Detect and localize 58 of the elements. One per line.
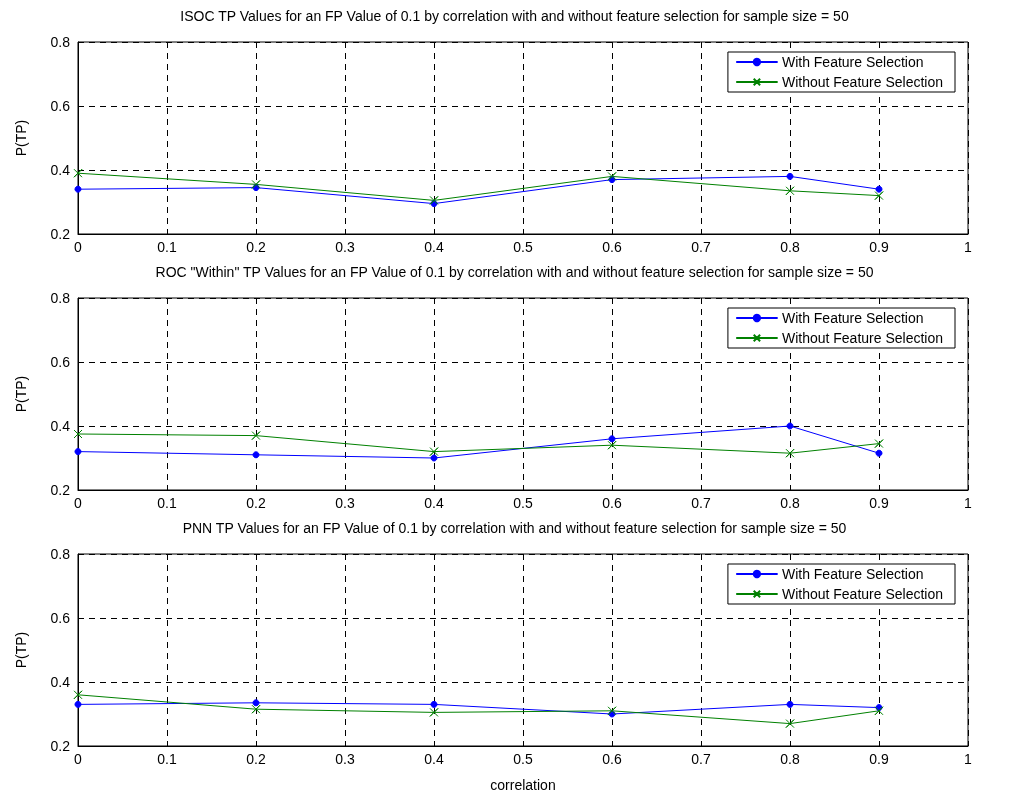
x-tick-label: 0.7 [691, 239, 711, 255]
y-tick-label: 0.6 [50, 98, 71, 114]
y-axis-title: P(TP) [13, 375, 29, 413]
x-tick-label: 0.4 [424, 239, 444, 255]
x-tick-label: 0 [74, 751, 83, 767]
x-tick-label: 0.5 [513, 495, 533, 511]
x-tick-label: 0.7 [691, 751, 711, 767]
x-tick-label: 0.6 [602, 495, 622, 511]
x-tick-label: 0.9 [869, 495, 889, 511]
legend-label: Without Feature Selection [781, 74, 944, 90]
x-tick-label: 0.6 [602, 239, 622, 255]
x-tick-label: 0.4 [424, 751, 444, 767]
y-tick-label: 0.4 [50, 418, 71, 434]
legend-label: Without Feature Selection [781, 586, 944, 602]
x-tick-label: 0.3 [335, 751, 355, 767]
legend-label: With Feature Selection [781, 566, 924, 582]
x-tick-label: 0.8 [780, 751, 800, 767]
x-tick-label: 0.2 [246, 239, 266, 255]
x-tick-label: 0.7 [691, 495, 711, 511]
x-tick-label: 0.9 [869, 239, 889, 255]
x-tick-label: 0.3 [335, 495, 355, 511]
chart-title: ROC "Within" TP Values for an FP Value of 0.1 by correlation with and without feature selection for sample size = 50 [155, 264, 874, 280]
x-tick-label: 1 [964, 495, 973, 511]
y-tick-label: 0.6 [50, 610, 71, 626]
x-tick-label: 0.5 [513, 239, 533, 255]
y-axis-title: P(TP) [13, 631, 29, 669]
x-tick-label: 0.1 [157, 751, 177, 767]
x-tick-label: 0 [74, 495, 83, 511]
x-tick-label: 0.4 [424, 495, 444, 511]
x-tick-label: 0.3 [335, 239, 355, 255]
x-axis-title: correlation [490, 777, 556, 793]
x-tick-label: 0 [74, 239, 83, 255]
legend-label: Without Feature Selection [781, 330, 944, 346]
y-axis-title: P(TP) [13, 119, 29, 157]
y-tick-label: 0.6 [50, 354, 71, 370]
x-tick-label: 0.6 [602, 751, 622, 767]
y-tick-label: 0.2 [50, 226, 71, 242]
y-tick-label: 0.8 [50, 290, 71, 306]
x-tick-label: 0.5 [513, 751, 533, 767]
x-tick-label: 0.8 [780, 495, 800, 511]
x-tick-label: 0.1 [157, 239, 177, 255]
y-tick-label: 0.8 [50, 546, 71, 562]
x-tick-label: 1 [964, 751, 973, 767]
x-tick-label: 1 [964, 239, 973, 255]
y-tick-label: 0.2 [50, 482, 71, 498]
chart-title: PNN TP Values for an FP Value of 0.1 by correlation with and without feature selection for sample size = 50 [182, 520, 847, 536]
x-tick-label: 0.8 [780, 239, 800, 255]
x-tick-label: 0.9 [869, 751, 889, 767]
legend-label: With Feature Selection [781, 310, 924, 326]
x-tick-label: 0.2 [246, 495, 266, 511]
x-tick-label: 0.1 [157, 495, 177, 511]
chart-title: ISOC TP Values for an FP Value of 0.1 by correlation with and without feature selection for sample size = 50 [180, 8, 849, 24]
y-tick-label: 0.4 [50, 162, 71, 178]
y-tick-label: 0.4 [50, 674, 71, 690]
y-tick-label: 0.2 [50, 738, 71, 754]
x-tick-label: 0.2 [246, 751, 266, 767]
y-tick-label: 0.8 [50, 34, 71, 50]
legend-label: With Feature Selection [781, 54, 924, 70]
